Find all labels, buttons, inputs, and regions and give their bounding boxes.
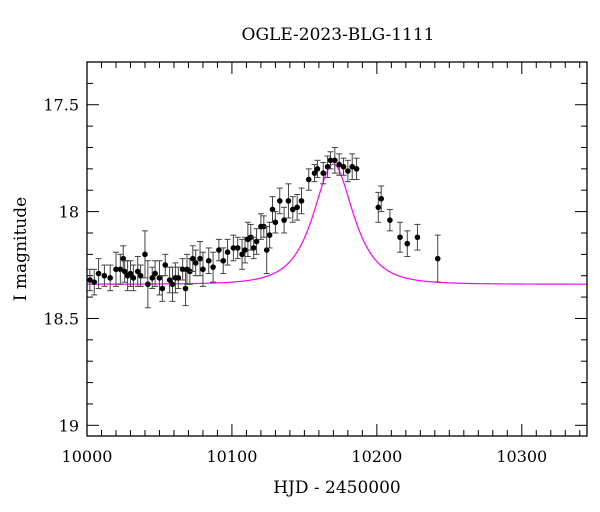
model-curve (87, 163, 587, 285)
data-point (113, 266, 119, 273)
data-point (375, 204, 382, 211)
chart-title: OGLE-2023-BLG-1111 (242, 25, 435, 45)
data-point (353, 166, 360, 172)
data-point (87, 277, 93, 283)
data-point (166, 277, 173, 283)
data-point (434, 255, 441, 262)
data-point (121, 268, 128, 275)
data-point (305, 176, 312, 183)
data-point (387, 217, 393, 223)
data-point (404, 240, 411, 247)
data-point (253, 238, 260, 245)
data-points (86, 146, 441, 309)
data-point (91, 279, 98, 285)
data-point (137, 272, 144, 279)
data-point (205, 257, 212, 264)
data-point (320, 170, 327, 176)
data-point (266, 232, 273, 238)
data-point (216, 247, 222, 253)
data-point (276, 198, 283, 204)
data-point (175, 275, 182, 281)
data-point (189, 255, 196, 262)
data-point (120, 255, 127, 262)
y-tick-label: 17.5 (43, 96, 79, 115)
data-point (224, 249, 231, 256)
data-point (336, 161, 342, 168)
data-point (159, 285, 166, 292)
axis-ticks (86, 61, 587, 436)
plot-frame (86, 61, 588, 437)
x-tick-label: 10000 (62, 447, 113, 466)
y-axis-label: I magnitude (11, 197, 31, 301)
data-point (272, 219, 279, 226)
model-curve-line (87, 163, 587, 285)
data-point (134, 268, 141, 275)
y-tick-label: 18 (59, 203, 79, 222)
data-point (414, 234, 421, 241)
data-point (294, 204, 300, 211)
data-point (340, 163, 347, 170)
data-point (281, 217, 287, 223)
y-tick-label: 18.5 (43, 309, 79, 328)
data-point (349, 163, 356, 170)
data-point (327, 157, 334, 164)
data-point (324, 163, 331, 170)
data-point (314, 166, 321, 172)
data-point (239, 251, 245, 258)
data-point (145, 281, 151, 288)
data-point (230, 245, 237, 251)
data-point (220, 257, 227, 264)
x-axis-label: HJD - 2450000 (273, 478, 401, 498)
data-point (250, 245, 257, 251)
data-point (127, 270, 134, 277)
data-point (101, 272, 108, 279)
data-point (142, 251, 148, 258)
tick-labels: 10000 10100 10200 10300 17.5 18 18.5 19 (43, 96, 547, 466)
data-point (95, 270, 102, 277)
data-point (397, 234, 403, 241)
data-point (192, 260, 199, 266)
data-point (345, 168, 351, 174)
data-point (234, 245, 241, 251)
data-point (169, 281, 176, 288)
data-point (162, 262, 169, 268)
data-point (130, 275, 137, 281)
data-point (332, 157, 338, 164)
x-tick-label: 10100 (206, 447, 257, 466)
data-point (289, 206, 296, 213)
data-point (117, 266, 124, 273)
data-point (179, 266, 186, 273)
data-point (197, 255, 203, 262)
data-point (149, 275, 156, 281)
data-point (152, 270, 158, 277)
data-point (298, 198, 305, 204)
x-tick-label: 10300 (496, 447, 547, 466)
data-point (210, 264, 216, 270)
data-point (156, 275, 163, 281)
data-point (182, 285, 189, 292)
x-tick-label: 10200 (351, 447, 402, 466)
data-point (311, 170, 318, 176)
data-point (285, 198, 292, 204)
y-tick-label: 19 (59, 416, 79, 435)
data-point (107, 275, 113, 281)
data-point (200, 266, 206, 273)
data-point (242, 247, 248, 253)
data-point (378, 195, 385, 202)
data-point (263, 247, 270, 253)
data-point (269, 206, 276, 213)
